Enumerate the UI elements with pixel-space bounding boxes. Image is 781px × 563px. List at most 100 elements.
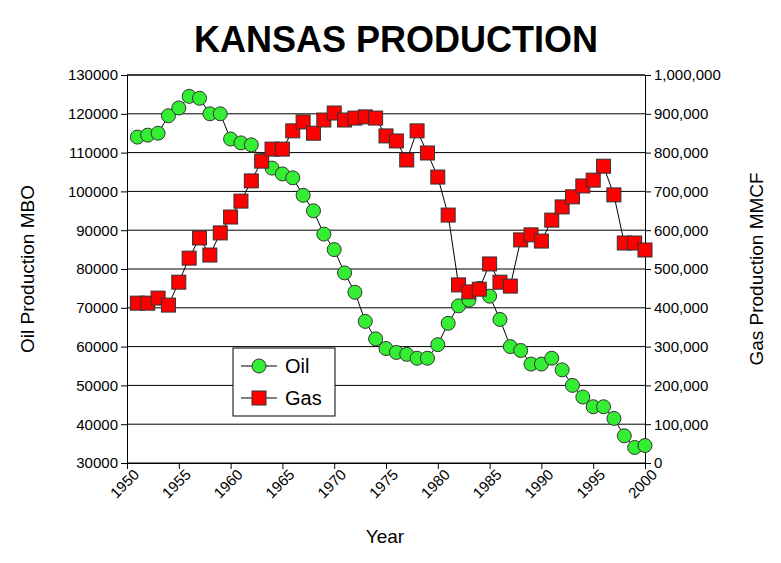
y-tick-label: 120000 [68,105,118,122]
x-tick-label: 1965 [262,466,298,502]
marker [493,312,507,326]
legend-box [233,348,335,416]
y-tick: 80000 [76,260,127,277]
y2-tick: 200,000 [645,377,708,394]
y2-axis: 0 100,000 200,000 300,000 400,000 500,000 600,… [645,66,721,471]
legend-marker [252,391,266,405]
marker [597,400,611,414]
y-tick-label: 130000 [68,66,118,83]
marker [545,213,559,227]
marker [534,234,548,248]
x-tick: 1990 [521,463,557,501]
marker [441,208,455,222]
y2-tick: 100,000 [645,416,708,433]
marker [483,257,497,271]
y2-tick-label: 300,000 [654,338,708,355]
marker [306,126,320,140]
marker [410,124,424,138]
y-tick-label: 80000 [76,260,118,277]
marker [441,316,455,330]
marker [638,243,652,257]
x-tick-label: 1970 [314,466,350,502]
y-tick-mark [121,191,127,192]
marker [275,142,289,156]
y2-tick-mark [645,347,651,348]
marker [161,298,175,312]
y2-tick: 800,000 [645,144,708,161]
axis-line [121,76,128,464]
series-markers [130,106,652,312]
legend-label: Oil [285,355,309,377]
y2-tick: 1,000,000 [645,66,721,83]
x-axis: 1950195519601965197019751980198519901995… [107,463,661,501]
marker [296,188,310,202]
y2-tick-mark [645,230,651,231]
x-tick: 1960 [210,463,246,501]
y2-tick-mark [645,153,651,154]
plot-area [130,89,652,454]
y2-tick-label: 400,000 [654,299,708,316]
marker [286,171,300,185]
y-tick-label: 40000 [76,416,118,433]
y-tick-label: 70000 [76,299,118,316]
y2-tick-label: 200,000 [654,377,708,394]
marker [503,279,517,293]
y-axis-title: Oil Production MBO [17,185,38,353]
y-tick-label: 100000 [68,183,118,200]
title: KANSAS PRODUCTION [194,19,598,60]
x-tick: 1985 [469,463,505,501]
marker [317,227,331,241]
marker [389,134,403,148]
y-tick-mark [121,153,127,154]
series-markers [130,89,652,454]
y2-tick: 0 [645,454,662,471]
axis-line [646,76,652,464]
y2-tick-mark [645,269,651,270]
marker [306,204,320,218]
marker [555,363,569,377]
marker [358,314,372,328]
y2-tick-label: 700,000 [654,183,708,200]
marker [420,351,434,365]
y2-tick-label: 1,000,000 [654,66,721,83]
x-tick-label: 1975 [366,466,402,502]
y-tick-mark [121,424,127,425]
marker [586,173,600,187]
x-tick: 1955 [158,463,194,501]
marker [203,248,217,262]
series-line [137,113,645,305]
y-tick: 90000 [76,222,127,239]
marker [431,170,445,184]
x-tick: 1970 [314,463,350,501]
plot-frame [127,75,645,76]
marker [224,210,238,224]
marker [182,251,196,265]
marker [172,101,186,115]
marker [213,226,227,240]
series-line [137,96,645,447]
x-tick: 1965 [262,463,298,501]
y-tick: 60000 [76,338,127,355]
marker [213,107,227,121]
marker [597,159,611,173]
legend: OilGas [233,348,335,416]
x-tick-label: 1955 [158,466,194,502]
legend-marker [252,359,266,373]
y2-axis-title: Gas Production MMCF [746,172,767,365]
grid [127,75,645,463]
grid-line [127,269,645,270]
marker [431,338,445,352]
marker [638,439,652,453]
y-tick: 30000 [76,454,127,471]
marker [369,111,383,125]
marker [472,281,486,295]
y-tick: 110000 [69,144,127,161]
y2-tick: 500,000 [645,260,708,277]
marker [400,153,414,167]
x-tick-label: 1985 [469,466,505,502]
y-tick: 130000 [68,66,127,83]
y2-tick-label: 600,000 [654,222,708,239]
y-tick: 100000 [68,183,127,200]
y2-tick-label: 500,000 [654,260,708,277]
y-tick-label: 30000 [76,454,118,471]
